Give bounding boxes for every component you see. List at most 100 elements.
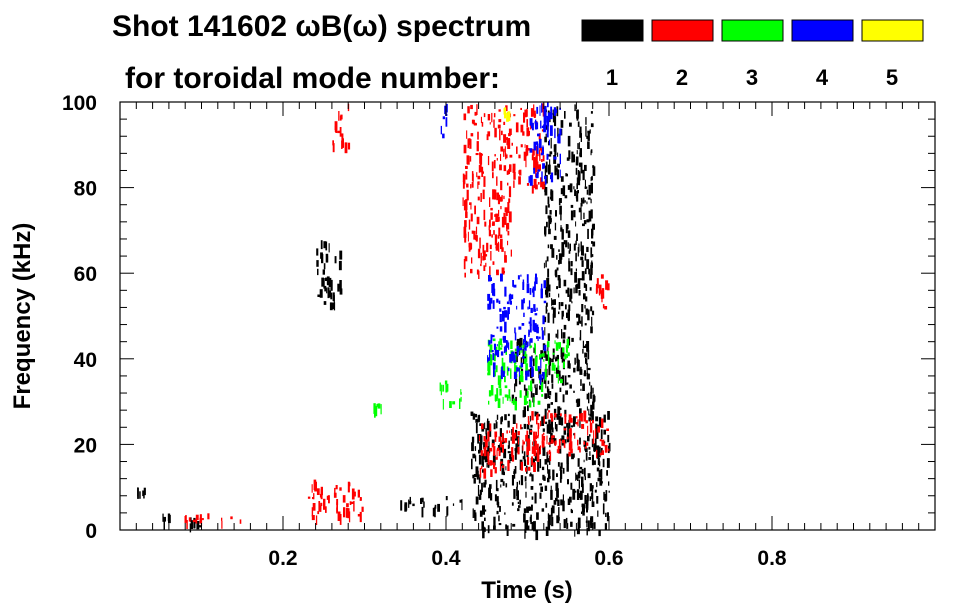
spectrum-point — [513, 489, 516, 499]
spectrum-point — [478, 477, 481, 484]
spectrum-point — [551, 516, 554, 527]
spectrum-point — [500, 370, 503, 380]
spectrum-point — [487, 114, 491, 121]
spectrum-point — [573, 287, 575, 294]
spectrum-point — [478, 165, 481, 173]
spectrum-point — [578, 479, 580, 489]
spectrum-point — [505, 105, 508, 112]
y-tick-label: 100 — [62, 92, 97, 115]
spectrum-point — [540, 420, 542, 427]
spectrum-point — [569, 496, 572, 503]
spectrum-point — [493, 516, 496, 528]
spectrum-point — [530, 486, 534, 490]
spectrum-point — [539, 139, 542, 148]
spectrum-point — [525, 522, 527, 533]
spectrum-point — [507, 240, 509, 246]
spectrum-point — [479, 434, 480, 441]
spectrum-point — [480, 435, 483, 445]
spectrum-point — [576, 359, 580, 370]
spectrum-point — [496, 344, 498, 347]
spectrum-point — [504, 414, 507, 421]
spectrum-point — [514, 327, 516, 334]
spectrum-point — [555, 342, 559, 351]
spectrum-point — [499, 234, 503, 239]
spectrum-point — [596, 496, 599, 504]
spectrum-point — [311, 484, 313, 493]
spectrum-point — [510, 436, 512, 441]
spectrum-point — [470, 268, 473, 274]
spectrum-point — [481, 423, 483, 429]
spectrum-point — [464, 272, 466, 278]
spectrum-point — [488, 487, 491, 499]
spectrum-point — [595, 416, 599, 422]
spectrum-point — [506, 525, 509, 536]
spectrum-point — [528, 332, 530, 335]
spectrum-point — [475, 153, 479, 156]
spectrum-point — [537, 400, 541, 405]
spectrum-point — [539, 153, 541, 161]
spectrum-point — [584, 253, 587, 261]
spectrum-point — [547, 403, 549, 411]
spectrum-point — [563, 426, 567, 435]
spectrum-point — [569, 384, 572, 389]
spectrum-point — [602, 458, 605, 468]
spectrum-point — [445, 384, 448, 393]
spectrum-point — [320, 486, 323, 496]
spectrum-point — [540, 177, 543, 188]
spectrum-point — [552, 469, 555, 481]
spectrum-point — [522, 356, 525, 359]
x-axis-ticks: 0.2 0.4 0.6 0.8 — [135, 102, 920, 570]
spectrum-point — [547, 204, 550, 208]
spectrum-point — [477, 175, 481, 180]
spectrum-point — [506, 224, 509, 229]
spectrum-point — [585, 358, 587, 364]
spectrum-point — [495, 479, 498, 491]
spectrum-point — [522, 131, 525, 136]
spectrum-point — [537, 427, 539, 437]
legend-label-5: 5 — [886, 65, 898, 90]
spectrum-point — [528, 330, 531, 333]
spectrum-point — [481, 166, 484, 173]
spectrum-point — [595, 428, 599, 439]
spectrum-point — [578, 470, 582, 473]
spectrum-point — [554, 307, 556, 317]
spectrum-point — [551, 505, 555, 514]
spectrum-point — [592, 387, 594, 394]
spectrum-point — [546, 277, 550, 289]
spectrum-point — [591, 454, 594, 466]
spectrum-point — [541, 159, 543, 162]
spectrum-point — [470, 133, 474, 137]
spectrum-point — [488, 225, 490, 231]
spectrum-point — [559, 466, 562, 471]
spectrum-point — [569, 429, 572, 438]
spectrum-point — [476, 141, 479, 152]
region-mode-1 — [543, 104, 596, 346]
spectrum-point — [556, 354, 559, 360]
spectrum-point — [568, 250, 571, 254]
spectrum-point — [530, 514, 532, 525]
spectrum-point — [567, 425, 569, 435]
spectrum-point — [502, 465, 505, 469]
spectrum-point — [548, 284, 551, 292]
spectrum-point — [568, 150, 571, 160]
spectrum-point — [557, 406, 561, 416]
spectrum-point — [567, 185, 571, 190]
spectrum-point — [482, 250, 486, 260]
spectrum-point — [328, 243, 330, 253]
spectrum-point — [562, 394, 565, 403]
spectrum-point — [490, 207, 493, 211]
spectrum-point — [590, 306, 593, 312]
spectrum-point — [499, 338, 503, 346]
spectrum-point — [586, 528, 588, 536]
spectrum-point — [502, 336, 506, 341]
spectrum-point — [591, 316, 593, 326]
spectrum-point — [563, 324, 567, 330]
region-mode-4 — [528, 102, 562, 186]
spectrum-point — [523, 459, 527, 466]
spectrum-point — [545, 364, 547, 373]
spectrum-point — [566, 453, 569, 464]
spectrum-point — [488, 275, 491, 282]
spectrum-point — [533, 458, 535, 464]
spectrum-point — [313, 506, 315, 509]
spectrum-point — [510, 368, 512, 379]
